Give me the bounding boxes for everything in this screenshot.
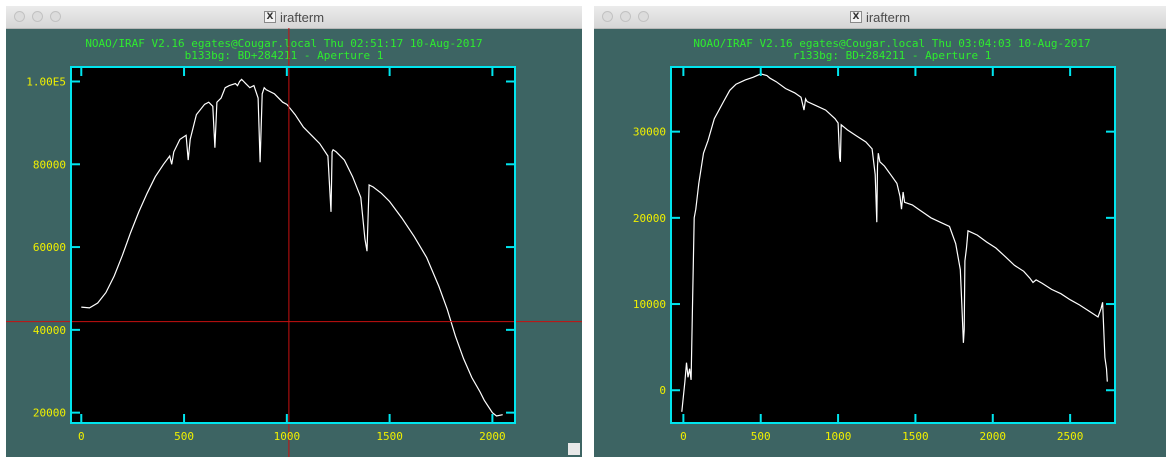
y-tick-label: 10000 xyxy=(633,298,666,311)
y-tick-label: 0 xyxy=(659,384,666,397)
spectrum-plot-r133bg[interactable]: NOAO/IRAF V2.16 egates@Cougar.local Thu … xyxy=(594,28,1166,457)
window-title: irafterm xyxy=(279,9,325,25)
x-tick-label: 500 xyxy=(751,430,771,443)
zoom-window-button[interactable] xyxy=(638,11,649,22)
plot-header-line2: b133bg: BD+284211 - Aperture 1 xyxy=(185,49,384,62)
y-tick-label: 40000 xyxy=(33,324,66,337)
plot-area[interactable] xyxy=(671,67,1115,423)
plot-header-line1: NOAO/IRAF V2.16 egates@Cougar.local Thu … xyxy=(85,37,482,50)
spectrum-line xyxy=(681,73,1108,412)
plot-frame xyxy=(670,66,1116,424)
x11-icon: X xyxy=(849,11,862,23)
x-tick-label: 1000 xyxy=(274,430,301,443)
x-tick-label: 1500 xyxy=(902,430,929,443)
x-tick-label: 2000 xyxy=(980,430,1007,443)
window-title: irafterm xyxy=(865,9,911,25)
minimize-window-button[interactable] xyxy=(32,11,43,22)
y-tick-label: 20000 xyxy=(633,212,666,225)
x11-icon: X xyxy=(263,11,276,23)
plot-header-line1: NOAO/IRAF V2.16 egates@Cougar.local Thu … xyxy=(693,37,1090,50)
x-tick-label: 0 xyxy=(78,430,85,443)
close-window-button[interactable] xyxy=(602,11,613,22)
x-tick-label: 500 xyxy=(174,430,194,443)
y-tick-label: 20000 xyxy=(33,407,66,420)
plot-header-line2: r133bg: BD+284211 - Aperture 1 xyxy=(793,49,992,62)
window-titlebar[interactable]: X irafterm xyxy=(6,6,582,29)
y-tick-label: 80000 xyxy=(33,158,66,171)
x-tick-label: 2500 xyxy=(1057,430,1084,443)
spectrum-line xyxy=(81,78,503,417)
plot-area[interactable] xyxy=(71,67,515,423)
y-tick-label: 60000 xyxy=(33,241,66,254)
x-tick-label: 2000 xyxy=(479,430,506,443)
spectrum-plot-b133bg[interactable]: NOAO/IRAF V2.16 egates@Cougar.local Thu … xyxy=(6,28,582,457)
y-tick-label: 30000 xyxy=(633,126,666,139)
irafterm-window-right: X irafterm NOAO/IRAF V2.16 egates@Cougar… xyxy=(594,6,1166,457)
close-window-button[interactable] xyxy=(14,11,25,22)
x-tick-label: 0 xyxy=(680,430,687,443)
resize-grip[interactable] xyxy=(568,443,580,455)
window-titlebar[interactable]: X irafterm xyxy=(594,6,1166,29)
plot-frame xyxy=(70,66,516,424)
zoom-window-button[interactable] xyxy=(50,11,61,22)
minimize-window-button[interactable] xyxy=(620,11,631,22)
y-tick-label: 1.00E5 xyxy=(26,75,66,88)
irafterm-window-left: X irafterm NOAO/IRAF V2.16 egates@Cougar… xyxy=(6,6,582,457)
x-tick-label: 1500 xyxy=(376,430,403,443)
x-tick-label: 1000 xyxy=(825,430,852,443)
